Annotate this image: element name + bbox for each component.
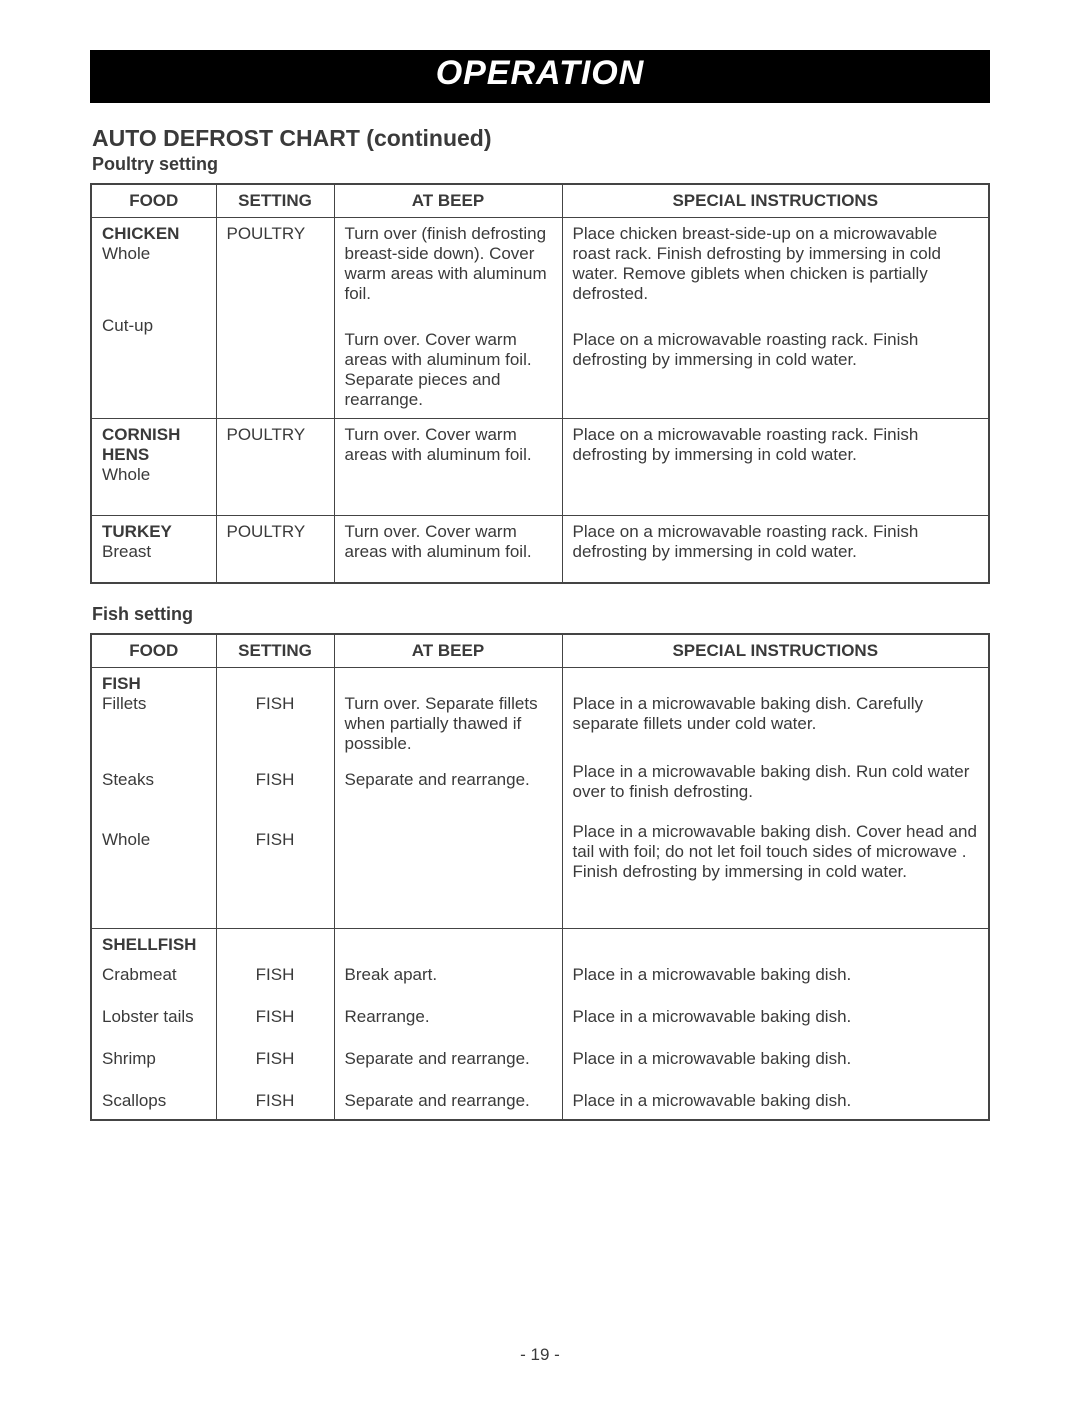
poultry-table: FOOD SETTING AT BEEP SPECIAL INSTRUCTION… (90, 183, 990, 584)
manual-page: OPERATION AUTO DEFROST CHART (continued)… (0, 0, 1080, 1405)
instructions-text: Place on a microwavable roasting rack. F… (573, 330, 979, 370)
food-name: TURKEY (102, 522, 206, 542)
food-variant: Whole (102, 465, 206, 485)
col-food: FOOD (91, 634, 216, 668)
setting-value: FISH (227, 965, 324, 985)
food-variant: Steaks (102, 770, 206, 790)
instructions-text: Place in a microwavable baking dish. (573, 1091, 979, 1111)
food-variant: Whole (102, 830, 206, 850)
food-variant: Scallops (102, 1091, 206, 1111)
food-variant: Fillets (102, 694, 206, 714)
setting-value: FISH (227, 1091, 324, 1111)
setting-value: FISH (227, 1049, 324, 1069)
poultry-subtitle: Poultry setting (92, 154, 990, 175)
at-beep-text: Separate and rearrange. (345, 770, 552, 790)
col-instr: SPECIAL INSTRUCTIONS (562, 634, 989, 668)
setting-value: POULTRY (216, 419, 334, 516)
instructions-text: Place in a microwavable baking dish. (573, 965, 979, 985)
table-header-row: FOOD SETTING AT BEEP SPECIAL INSTRUCTION… (91, 634, 989, 668)
col-setting: SETTING (216, 184, 334, 218)
instructions-text: Place on a microwavable roasting rack. F… (562, 516, 989, 584)
table-row: CORNISH HENS Whole POULTRY Turn over. Co… (91, 419, 989, 516)
instructions-text: Place in a microwavable baking dish. Run… (573, 762, 979, 802)
col-instr: SPECIAL INSTRUCTIONS (562, 184, 989, 218)
at-beep-text: Rearrange. (345, 1007, 552, 1027)
instructions-text: Place in a microwavable baking dish. Car… (573, 694, 979, 734)
table-row: FISH Fillets Steaks Whole FISH FISH FISH… (91, 668, 989, 929)
food-variant: Cut-up (102, 316, 206, 336)
setting-value: POULTRY (216, 516, 334, 584)
food-group: FISH (102, 674, 206, 694)
setting-value: FISH (227, 770, 324, 790)
at-beep-text: Turn over. Cover warm areas with aluminu… (334, 516, 562, 584)
col-beep: AT BEEP (334, 184, 562, 218)
page-number: - 19 - (90, 1345, 990, 1365)
food-name: CHICKEN (102, 224, 206, 244)
section-banner: OPERATION (90, 50, 990, 103)
instructions-text: Place in a microwavable baking dish. Cov… (573, 822, 979, 882)
setting-value: FISH (227, 1007, 324, 1027)
food-variant: Shrimp (102, 1049, 206, 1069)
instructions-text: Place chicken breast-side-up on a microw… (573, 224, 979, 304)
table-row: SHELLFISH Crabmeat Lobster tails Shrimp … (91, 929, 989, 1121)
at-beep-text: Turn over. Cover warm areas with aluminu… (334, 419, 562, 516)
setting-value: FISH (227, 830, 324, 850)
col-beep: AT BEEP (334, 634, 562, 668)
at-beep-text: Turn over. Separate fillets when partial… (345, 694, 552, 754)
table-row: CHICKEN Whole Cut-up POULTRY Turn over (… (91, 218, 989, 419)
page-title: AUTO DEFROST CHART (continued) (92, 125, 990, 152)
instructions-text: Place on a microwavable roasting rack. F… (562, 419, 989, 516)
fish-subtitle: Fish setting (92, 604, 990, 625)
fish-table: FOOD SETTING AT BEEP SPECIAL INSTRUCTION… (90, 633, 990, 1121)
food-variant: Crabmeat (102, 965, 206, 985)
col-food: FOOD (91, 184, 216, 218)
food-variant: Whole (102, 244, 206, 264)
table-header-row: FOOD SETTING AT BEEP SPECIAL INSTRUCTION… (91, 184, 989, 218)
instructions-text: Place in a microwavable baking dish. (573, 1049, 979, 1069)
food-name: HENS (102, 445, 206, 465)
col-setting: SETTING (216, 634, 334, 668)
at-beep-text: Separate and rearrange. (345, 1049, 552, 1069)
instructions-text: Place in a microwavable baking dish. (573, 1007, 979, 1027)
food-name: CORNISH (102, 425, 206, 445)
at-beep-text: Turn over. Cover warm areas with aluminu… (345, 330, 552, 410)
setting-value: FISH (227, 694, 324, 714)
setting-value: POULTRY (227, 224, 324, 244)
at-beep-text: Turn over (finish defrosting breast-side… (345, 224, 552, 304)
at-beep-text: Separate and rearrange. (345, 1091, 552, 1111)
food-group: SHELLFISH (102, 935, 206, 955)
table-row: TURKEY Breast POULTRY Turn over. Cover w… (91, 516, 989, 584)
at-beep-text: Break apart. (345, 965, 552, 985)
food-variant: Lobster tails (102, 1007, 206, 1027)
food-variant: Breast (102, 542, 206, 562)
